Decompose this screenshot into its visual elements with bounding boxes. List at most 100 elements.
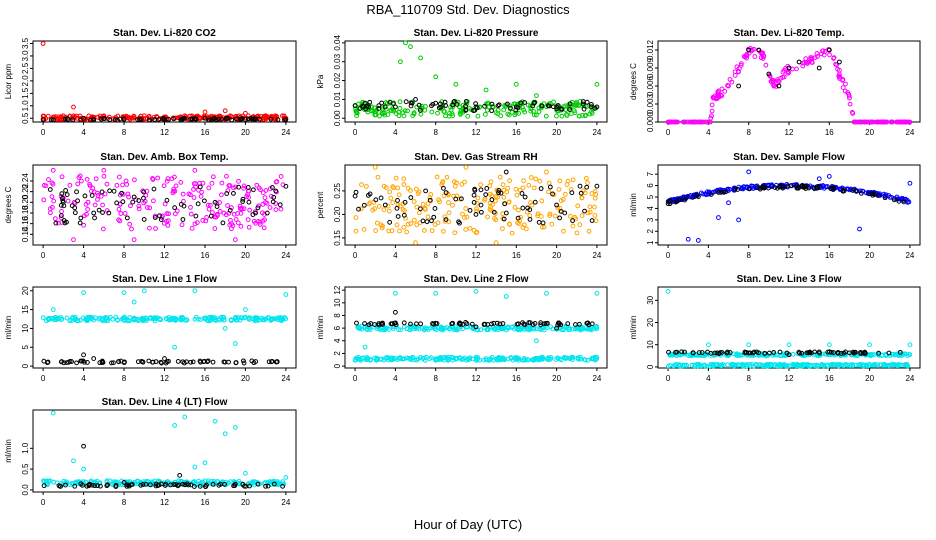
data-point bbox=[227, 113, 233, 119]
data-point bbox=[432, 222, 438, 227]
data-point bbox=[219, 116, 224, 122]
data-point bbox=[392, 356, 398, 362]
data-point bbox=[826, 47, 832, 53]
x-tick-label: 20 bbox=[865, 128, 874, 137]
data-point bbox=[392, 290, 398, 296]
data-point bbox=[690, 350, 696, 356]
data-point bbox=[263, 188, 269, 193]
data-point bbox=[503, 210, 509, 216]
data-point bbox=[376, 203, 382, 209]
data-point bbox=[500, 182, 506, 188]
data-point bbox=[174, 208, 180, 214]
data-point bbox=[446, 354, 451, 360]
data-point bbox=[374, 220, 380, 226]
data-point bbox=[424, 219, 430, 225]
data-point bbox=[408, 188, 413, 193]
data-point bbox=[376, 103, 382, 109]
data-point bbox=[732, 186, 738, 192]
data-point bbox=[544, 290, 549, 296]
data-point bbox=[882, 119, 888, 125]
data-point bbox=[682, 119, 688, 125]
data-point bbox=[857, 226, 862, 232]
data-point bbox=[580, 325, 586, 331]
data-point bbox=[136, 203, 142, 209]
data-point bbox=[58, 215, 64, 221]
y-tick-label: 0.00 bbox=[333, 110, 342, 126]
data-point bbox=[158, 217, 164, 222]
data-point bbox=[538, 186, 544, 191]
data-point bbox=[567, 213, 573, 219]
data-point bbox=[178, 117, 184, 123]
data-point bbox=[243, 117, 248, 122]
data-point bbox=[193, 213, 199, 219]
data-point bbox=[443, 190, 449, 196]
data-point bbox=[382, 202, 388, 208]
data-point bbox=[237, 317, 243, 323]
data-point bbox=[473, 324, 479, 330]
data-point bbox=[540, 220, 546, 226]
data-point bbox=[584, 184, 590, 190]
data-point bbox=[169, 176, 175, 182]
series-cyan bbox=[41, 410, 289, 488]
data-point bbox=[594, 290, 600, 296]
data-point bbox=[212, 199, 218, 205]
data-point bbox=[446, 210, 452, 216]
data-point bbox=[759, 184, 765, 190]
data-point bbox=[171, 482, 177, 487]
data-point bbox=[141, 195, 146, 201]
data-point bbox=[897, 349, 903, 355]
data-point bbox=[443, 113, 448, 119]
data-point bbox=[63, 188, 69, 193]
data-point bbox=[556, 186, 562, 192]
data-point bbox=[222, 359, 228, 365]
data-point bbox=[400, 356, 405, 362]
data-point bbox=[271, 479, 277, 485]
data-point bbox=[518, 214, 523, 220]
data-point bbox=[589, 102, 594, 107]
data-point bbox=[131, 194, 137, 200]
data-point bbox=[266, 359, 272, 365]
data-point bbox=[52, 216, 58, 222]
data-point bbox=[845, 186, 851, 192]
data-point bbox=[121, 290, 127, 296]
data-point bbox=[549, 221, 555, 227]
data-point bbox=[390, 200, 396, 205]
data-point bbox=[231, 185, 236, 191]
data-point bbox=[594, 326, 600, 332]
data-point bbox=[398, 327, 403, 333]
data-point bbox=[674, 349, 680, 355]
data-point bbox=[836, 73, 842, 79]
data-point bbox=[48, 117, 54, 123]
data-point bbox=[594, 183, 600, 189]
data-point bbox=[495, 111, 501, 117]
data-point bbox=[214, 204, 220, 210]
data-point bbox=[883, 353, 889, 358]
data-point bbox=[150, 176, 155, 181]
data-point bbox=[40, 41, 46, 46]
data-point bbox=[197, 483, 203, 489]
data-point bbox=[814, 51, 820, 56]
data-point bbox=[814, 363, 819, 369]
data-point bbox=[593, 218, 599, 224]
data-point bbox=[212, 115, 217, 121]
data-point bbox=[513, 81, 519, 87]
data-point bbox=[695, 363, 701, 369]
data-point bbox=[122, 315, 128, 320]
data-point bbox=[416, 210, 422, 216]
data-point bbox=[527, 325, 533, 331]
data-point bbox=[54, 116, 59, 122]
data-point bbox=[212, 418, 218, 424]
data-point bbox=[838, 351, 844, 356]
data-point bbox=[418, 55, 423, 61]
data-point bbox=[375, 174, 381, 180]
data-point bbox=[84, 360, 90, 365]
data-point bbox=[490, 202, 495, 207]
series-reference bbox=[41, 352, 280, 366]
data-point bbox=[500, 226, 505, 232]
data-point bbox=[840, 85, 846, 90]
data-point bbox=[212, 226, 218, 231]
data-point bbox=[856, 362, 862, 368]
data-point bbox=[710, 362, 715, 368]
data-point bbox=[205, 358, 211, 364]
